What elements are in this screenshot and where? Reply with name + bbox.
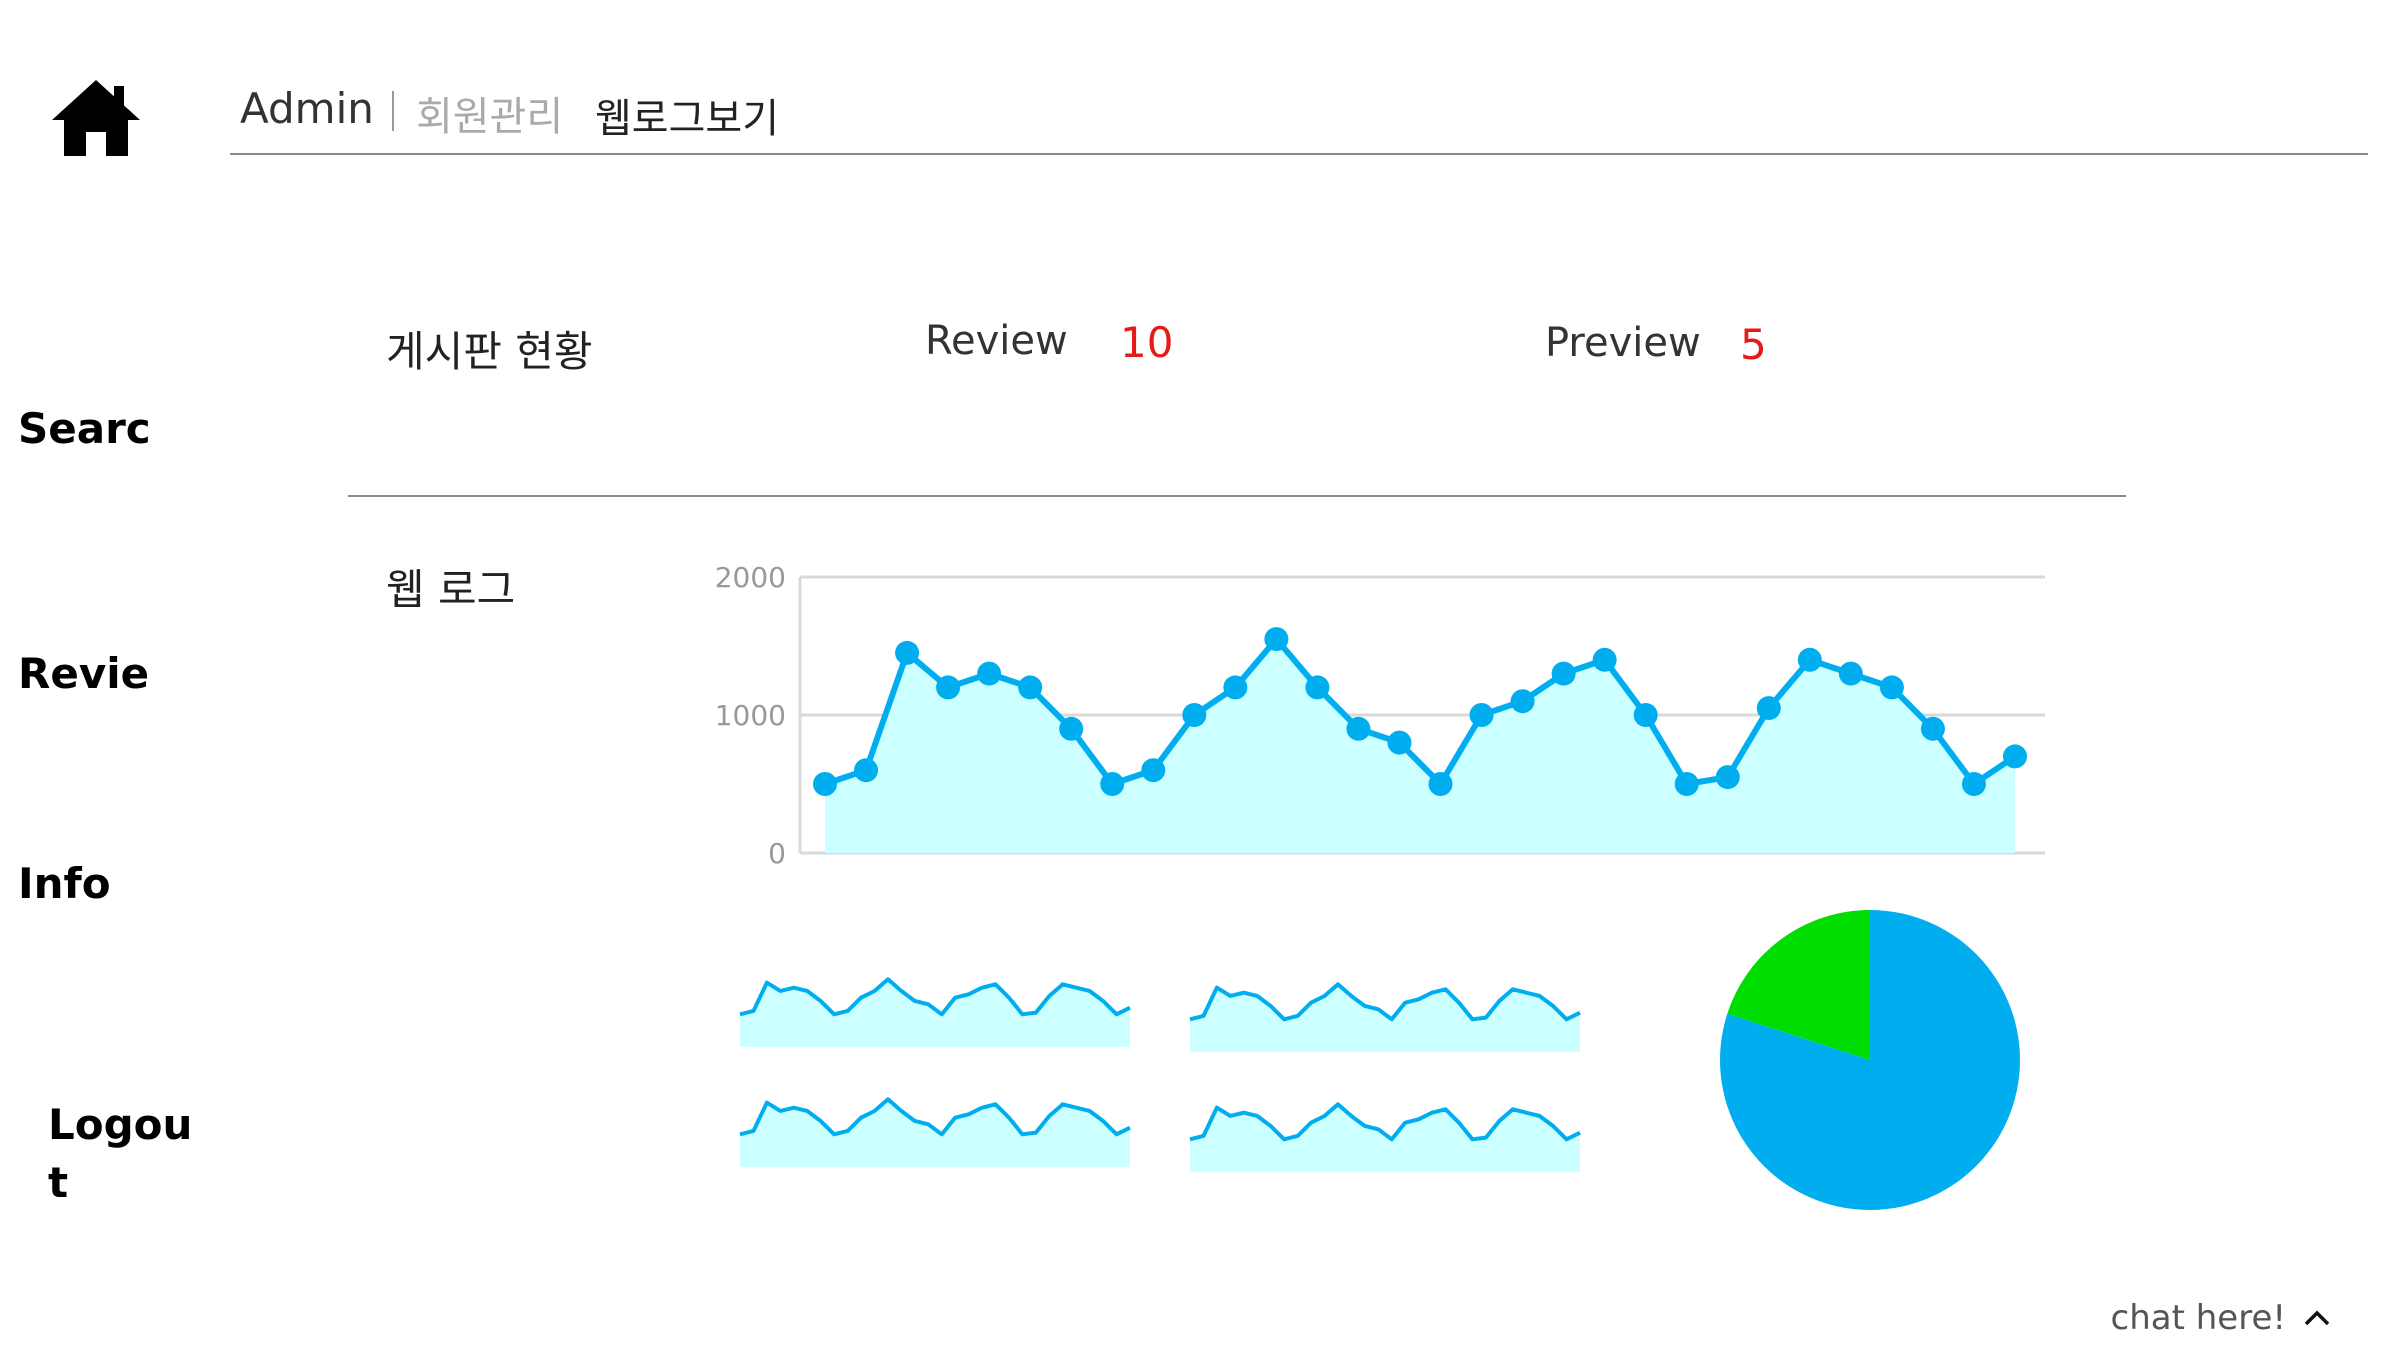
data-point xyxy=(1879,675,1904,700)
chat-toggle[interactable]: chat here! xyxy=(2111,1298,2330,1338)
data-point xyxy=(1469,703,1494,727)
data-point xyxy=(1182,703,1207,727)
data-point xyxy=(1633,703,1658,727)
chevron-up-icon xyxy=(2304,1310,2330,1326)
home-icon[interactable] xyxy=(50,78,142,158)
sidebar-item-search[interactable]: Searc xyxy=(18,404,151,453)
data-point xyxy=(2003,744,2027,769)
data-point xyxy=(1100,772,1125,796)
data-point xyxy=(813,772,837,796)
preview-count-value: 5 xyxy=(1740,320,1767,369)
data-point xyxy=(1018,675,1043,700)
weblog-sparkline-2 xyxy=(1189,982,1581,1052)
series-area xyxy=(825,639,2015,853)
data-point xyxy=(1756,696,1781,721)
pie-slice xyxy=(1727,910,1870,1060)
data-point xyxy=(895,640,920,665)
weblog-sparkline-1 xyxy=(739,977,1131,1047)
chat-label: chat here! xyxy=(2110,1298,2286,1338)
data-point xyxy=(1920,716,1945,741)
breadcrumb-admin: Admin xyxy=(240,84,374,133)
sidebar-item-info[interactable]: Info xyxy=(18,859,111,908)
data-point xyxy=(1059,716,1084,741)
weblog-title: 웹 로그 xyxy=(386,565,516,614)
weblog-sparkline-4 xyxy=(1189,1102,1581,1172)
data-point xyxy=(1387,730,1412,755)
section-divider xyxy=(348,495,2126,497)
preview-count-label: Preview xyxy=(1545,320,1701,366)
data-point xyxy=(1346,716,1371,741)
review-count-label: Review xyxy=(925,318,1068,364)
data-point xyxy=(1715,765,1740,790)
sparkline-line xyxy=(1189,982,1581,1022)
data-point xyxy=(1428,772,1453,796)
board-status-title: 게시판 현황 xyxy=(386,327,593,376)
header-divider xyxy=(230,153,2368,155)
data-point xyxy=(1141,758,1166,783)
data-point xyxy=(1674,772,1699,796)
sparkline-area xyxy=(1190,984,1580,1052)
sparkline-line xyxy=(739,977,1131,1017)
breadcrumb-weblog[interactable]: 웹로그보기 xyxy=(595,96,779,142)
y-tick-label: 2000 xyxy=(715,561,786,594)
weblog-main-chart: 0 1000 2000 xyxy=(715,561,2045,870)
data-point xyxy=(1305,675,1330,700)
sparkline-line xyxy=(739,1097,1131,1137)
breadcrumb-member-management[interactable]: 회원관리 xyxy=(416,94,564,140)
data-point xyxy=(1223,675,1248,700)
sparkline-area xyxy=(740,1099,1130,1167)
data-point xyxy=(1592,647,1617,672)
sparkline-line xyxy=(1189,1102,1581,1142)
data-point xyxy=(854,758,879,783)
weblog-pie-chart xyxy=(1720,910,2020,1210)
data-point xyxy=(1797,647,1822,672)
sparkline-area xyxy=(740,979,1130,1047)
data-point xyxy=(936,675,961,700)
data-point xyxy=(1510,689,1535,714)
breadcrumb-divider xyxy=(392,91,394,131)
sidebar-item-logout[interactable]: Logou t xyxy=(48,1100,193,1207)
weblog-sparkline-3 xyxy=(739,1097,1131,1167)
data-point xyxy=(1264,627,1289,652)
y-tick-label: 0 xyxy=(768,837,786,870)
y-tick-label: 1000 xyxy=(715,699,786,732)
sidebar-item-review[interactable]: Revie xyxy=(18,649,150,698)
review-count-value: 10 xyxy=(1120,318,1174,367)
data-point xyxy=(977,661,1002,686)
data-point xyxy=(1838,661,1863,686)
sparkline-area xyxy=(1190,1104,1580,1172)
data-point xyxy=(1551,661,1576,686)
data-point xyxy=(1961,772,1986,796)
